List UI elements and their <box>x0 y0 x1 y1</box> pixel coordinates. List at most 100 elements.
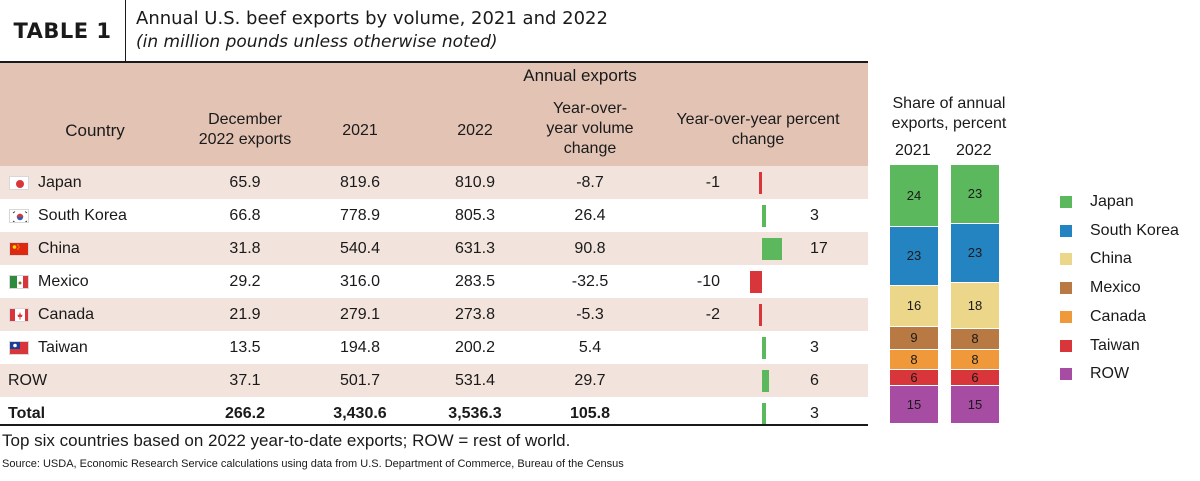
header-december-line2: 2022 exports <box>198 131 292 148</box>
pct-change-bar <box>759 304 762 326</box>
share-title-line1: Share of annual <box>892 95 1006 112</box>
cell-2021: 819.6 <box>339 174 381 191</box>
flag-mexico-icon <box>9 275 29 289</box>
cell-december: 21.9 <box>229 306 261 323</box>
pct-change-bar <box>762 238 783 260</box>
legend-swatch <box>1060 253 1072 266</box>
cell-december: 266.2 <box>224 405 266 422</box>
legend-swatch <box>1060 224 1072 237</box>
header-december: December 2022 exports <box>180 110 310 150</box>
cell-2022: 3,536.3 <box>448 405 502 422</box>
flag-japan-icon <box>9 176 29 190</box>
share-segment-mexico-2022: 8 <box>951 329 999 350</box>
legend-label: South Korea <box>1090 221 1179 239</box>
share-title-line2: exports, percent <box>891 115 1007 132</box>
table-row: China 31.8 540.4 631.3 90.8 17 <box>0 232 868 265</box>
cell-december: 31.8 <box>229 240 261 257</box>
cell-december: 66.8 <box>229 207 261 224</box>
header-group-annual-exports: Annual exports <box>523 66 637 85</box>
cell-2022: 531.4 <box>454 372 496 389</box>
share-segment-row-2021: 15 <box>890 385 938 424</box>
cell-december: 37.1 <box>229 372 261 389</box>
pct-change-label: -2 <box>705 306 720 323</box>
cell-country: China <box>38 240 80 257</box>
share-segment-china-2021: 16 <box>890 285 938 327</box>
share-segment-taiwan-2022: 6 <box>951 370 999 386</box>
flag-taiwan-icon <box>9 341 29 355</box>
table-row: Taiwan 13.5 194.8 200.2 5.4 3 <box>0 331 868 364</box>
table-bottom-rule <box>0 424 868 426</box>
table-row: South Korea 66.8 778.9 805.3 26.4 3 <box>0 199 868 232</box>
legend-label: China <box>1090 250 1132 268</box>
legend-swatch <box>1060 339 1072 352</box>
share-year-2021: 2021 <box>895 142 931 159</box>
header-2022: 2022 <box>457 122 493 139</box>
pct-change-label: 3 <box>810 207 819 224</box>
table-header <box>0 63 868 166</box>
table-subtitle: (in million pounds unless otherwise note… <box>136 32 498 52</box>
cell-2022: 805.3 <box>454 207 496 224</box>
pct-change-label: -1 <box>705 174 720 191</box>
header-yoy-volume: Year-over- year volume change <box>530 99 650 159</box>
cell-yoy-volume: 90.8 <box>574 240 606 257</box>
cell-2022: 200.2 <box>454 339 496 356</box>
flag-canada-icon <box>9 308 29 322</box>
header-yoy-line1: Year-over- <box>552 100 628 117</box>
cell-country: Canada <box>38 306 95 323</box>
cell-yoy-volume: 26.4 <box>574 207 606 224</box>
header-pct-line1: Year-over-year percent <box>676 111 840 128</box>
legend-label: Canada <box>1090 307 1147 325</box>
cell-yoy-volume: -5.3 <box>576 306 604 323</box>
cell-country: Taiwan <box>38 339 88 356</box>
share-segment-row-2022: 15 <box>951 385 999 424</box>
cell-december: 65.9 <box>229 174 261 191</box>
cell-country: ROW <box>8 372 48 389</box>
cell-2021: 3,430.6 <box>333 405 387 422</box>
pct-change-bar <box>759 172 762 194</box>
header-2021: 2021 <box>342 122 378 139</box>
cell-country: South Korea <box>38 207 127 224</box>
share-segment-taiwan-2021: 6 <box>890 370 938 386</box>
cell-yoy-volume: -8.7 <box>576 174 604 191</box>
share-segment-south-korea-2022: 23 <box>951 223 999 283</box>
table-row: Japan 65.9 819.6 810.9 -8.7 -1 <box>0 166 868 199</box>
header-december-line1: December <box>208 111 282 128</box>
pct-change-bar <box>762 370 770 392</box>
cell-yoy-volume: 105.8 <box>569 405 611 422</box>
share-segment-canada-2021: 8 <box>890 349 938 371</box>
table-row: Mexico 29.2 316.0 283.5 -32.5 -10 <box>0 265 868 298</box>
table-title: Annual U.S. beef exports by volume, 2021… <box>136 8 608 29</box>
legend-swatch <box>1060 310 1072 323</box>
legend-label: Mexico <box>1090 279 1141 297</box>
legend-label: Taiwan <box>1090 336 1140 354</box>
cell-2021: 778.9 <box>339 207 381 224</box>
cell-december: 13.5 <box>229 339 261 356</box>
cell-yoy-volume: -32.5 <box>571 273 609 290</box>
share-segment-japan-2022: 23 <box>951 165 999 224</box>
header-yoy-percent: Year-over-year percent change <box>668 110 848 150</box>
cell-2022: 810.9 <box>454 174 496 191</box>
pct-change-bar <box>762 205 766 227</box>
pct-change-label: 3 <box>810 339 819 356</box>
table-row: ROW 37.1 501.7 531.4 29.7 6 <box>0 364 868 397</box>
cell-december: 29.2 <box>229 273 261 290</box>
cell-yoy-volume: 29.7 <box>574 372 606 389</box>
title-divider <box>0 61 868 63</box>
share-segment-canada-2022: 8 <box>951 349 999 371</box>
legend-label: ROW <box>1090 365 1130 383</box>
table-row: Canada 21.9 279.1 273.8 -5.3 -2 <box>0 298 868 331</box>
cell-yoy-volume: 5.4 <box>578 339 602 356</box>
cell-2022: 283.5 <box>454 273 496 290</box>
share-segment-china-2022: 18 <box>951 282 999 330</box>
footnote: Top six countries based on 2022 year-to-… <box>2 431 571 450</box>
cell-2022: 631.3 <box>454 240 496 257</box>
share-year-2022: 2022 <box>956 142 992 159</box>
cell-2021: 501.7 <box>339 372 381 389</box>
share-segment-japan-2021: 24 <box>890 165 938 227</box>
cell-2021: 279.1 <box>339 306 381 323</box>
legend-swatch <box>1060 196 1072 208</box>
flag-china-icon <box>9 242 29 256</box>
share-segment-south-korea-2021: 23 <box>890 226 938 286</box>
header-yoy-line3: change <box>563 140 617 157</box>
pct-change-label: 3 <box>810 405 819 422</box>
